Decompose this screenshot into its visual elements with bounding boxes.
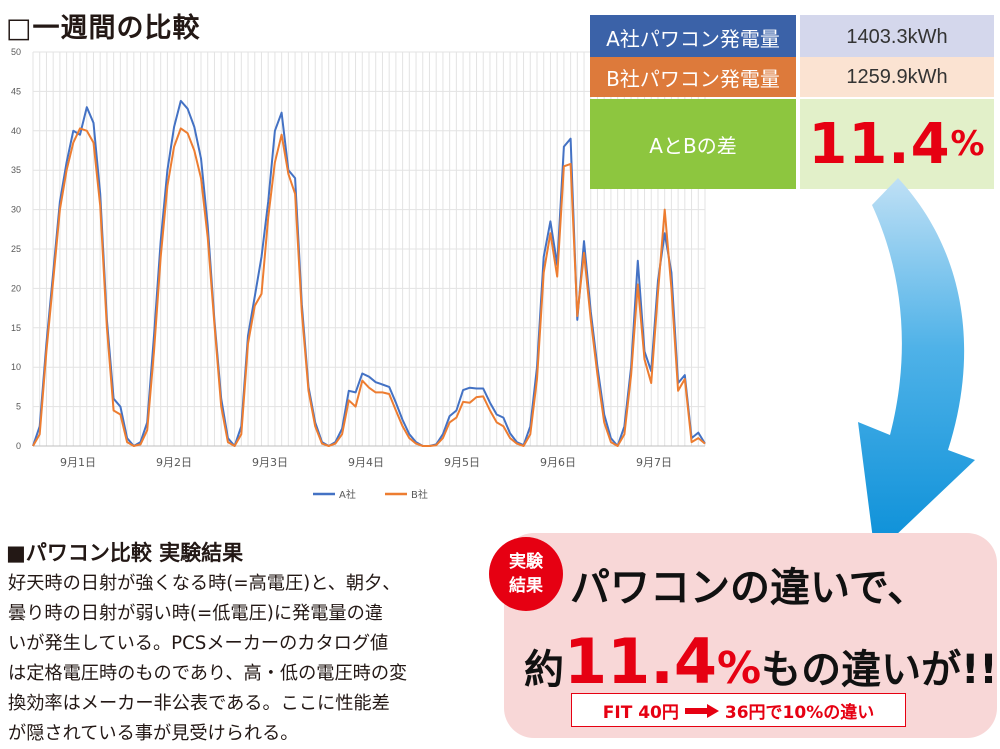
x-tick-label: 9月4日 [348, 456, 384, 469]
diff-label: AとBの差 [649, 133, 737, 158]
body-line: 好天時の日射が強くなる時(=高電圧)と、朝夕、 [8, 573, 401, 594]
result-number: 11.4 [564, 625, 717, 698]
x-tick-label: 9月7日 [636, 456, 672, 469]
result-headline: パワコンの違いで、 [570, 565, 928, 611]
x-tick-label: 9月1日 [60, 456, 96, 469]
legend-label: A社 [339, 488, 356, 501]
y-tick-label: 15 [11, 323, 21, 333]
section-title: ■パワコン比較 実験結果 [6, 541, 244, 565]
x-tick-label: 9月2日 [156, 456, 192, 469]
y-tick-label: 45 [11, 86, 21, 96]
y-axis-ticks: 0 5 10 15 20 25 30 35 40 45 50 [11, 47, 21, 451]
y-tick-label: 10 [11, 362, 21, 372]
a-value: 1403.3kWh [846, 26, 948, 48]
x-axis-ticks: 9月1日 9月2日 9月3日 9月4日 9月5日 9月6日 9月7日 [60, 456, 672, 469]
b-label-cell: B社パワコン発電量 [590, 57, 796, 97]
page-title: □一週間の比較 [6, 13, 201, 44]
result-badge: 実験 結果 [489, 537, 563, 611]
badge-line2: 結果 [509, 576, 543, 596]
body-line: 曇り時の日射が弱い時(=低電圧)に発電量の違 [8, 603, 383, 624]
fit-note: FIT 40円 36円で10%の違い [571, 693, 906, 727]
right-arrow-icon [684, 703, 719, 718]
a-value-cell: 1403.3kWh [800, 15, 994, 60]
chart-legend: A社 B社 [313, 488, 428, 501]
result-subline: 約11.4%もの違いが!! [524, 625, 998, 698]
diff-label-cell: AとBの差 [590, 99, 796, 189]
b-value-cell: 1259.9kWh [800, 57, 994, 97]
y-tick-label: 50 [11, 47, 21, 57]
y-tick-label: 0 [16, 441, 21, 451]
y-tick-label: 20 [11, 283, 21, 293]
y-tick-label: 30 [11, 205, 21, 215]
body-line: は定格電圧時のものであり、高・低の電圧時の変 [8, 663, 408, 684]
fit-right: 36円で10%の違い [724, 702, 875, 723]
legend-label: B社 [411, 488, 428, 501]
a-label-cell: A社パワコン発電量 [590, 15, 796, 60]
b-value: 1259.9kWh [846, 65, 948, 88]
y-tick-label: 25 [11, 244, 21, 254]
y-tick-label: 5 [16, 402, 21, 412]
diff-unit: % [950, 124, 986, 164]
b-label: B社パワコン発電量 [606, 66, 780, 91]
result-suffix: もの違いが!! [761, 647, 998, 693]
result-prefix: 約 [524, 647, 564, 693]
series-line-b [32, 127, 706, 447]
body-line: が隠されている事が見受けられる。 [8, 723, 299, 744]
curved-arrow-icon [858, 178, 975, 555]
a-label: A社パワコン発電量 [606, 27, 780, 51]
diff-value-cell: 11.4% [800, 99, 994, 189]
y-tick-label: 40 [11, 126, 21, 136]
diff-value: 11.4 [808, 111, 951, 177]
body-line: いが発生している。PCSメーカーのカタログ値 [8, 633, 389, 654]
chart-series [32, 99, 706, 447]
result-unit: % [716, 643, 762, 694]
x-tick-label: 9月6日 [540, 456, 576, 469]
x-tick-label: 9月3日 [252, 456, 288, 469]
body-line: 換効率はメーカー非公表である。ここに性能差 [8, 693, 390, 714]
fit-left: FIT 40円 [602, 702, 679, 723]
body-text: 好天時の日射が強くなる時(=高電圧)と、朝夕、 曇り時の日射が弱い時(=低電圧)… [8, 569, 478, 749]
x-tick-label: 9月5日 [444, 456, 480, 469]
y-tick-label: 35 [11, 165, 21, 175]
badge-line1: 実験 [509, 552, 543, 572]
